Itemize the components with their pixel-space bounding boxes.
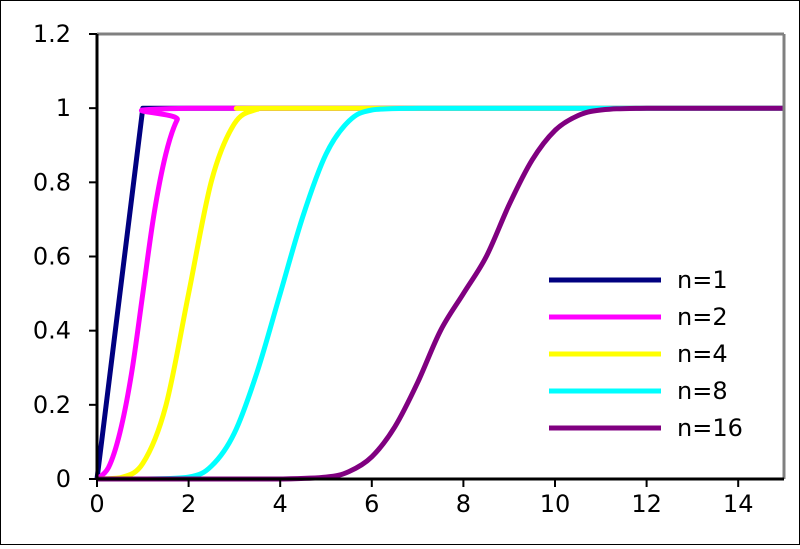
x-tick-label: 14 xyxy=(723,490,754,518)
legend-label-n-2: n=2 xyxy=(677,303,728,331)
y-tick-label: 0 xyxy=(56,465,71,493)
plot-area xyxy=(97,34,784,479)
legend-label-n-8: n=8 xyxy=(677,377,728,405)
legend-label-n-1: n=1 xyxy=(677,266,728,294)
y-tick-label: 0.2 xyxy=(33,391,71,419)
axes-layer: 0 2 4 6 8 10 12 14 0 0.2 0.4 0.6 0.8 1 1.2 xyxy=(33,20,786,518)
legend-label-n-4: n=4 xyxy=(677,340,728,368)
x-tick-label: 0 xyxy=(89,490,104,518)
y-tick-label: 0.8 xyxy=(33,168,71,196)
series-line-n-8 xyxy=(97,105,784,482)
y-tick-label: 1.2 xyxy=(33,20,71,48)
legend: n=1 n=2 n=4 n=8 n=16 xyxy=(549,266,743,442)
x-tick-label: 4 xyxy=(273,490,288,518)
x-tick-label: 12 xyxy=(631,490,662,518)
x-tick-label: 2 xyxy=(181,490,196,518)
y-tick-label: 0.6 xyxy=(33,243,71,271)
x-tick-label: 8 xyxy=(456,490,471,518)
x-tick-label: 6 xyxy=(364,490,379,518)
series-line-n-4 xyxy=(96,105,784,482)
x-tick-label: 10 xyxy=(540,490,571,518)
y-tick-label: 1 xyxy=(56,94,71,122)
y-tick-label: 0.4 xyxy=(33,317,71,345)
legend-label-n-16: n=16 xyxy=(677,414,743,442)
plot-background xyxy=(97,34,784,479)
